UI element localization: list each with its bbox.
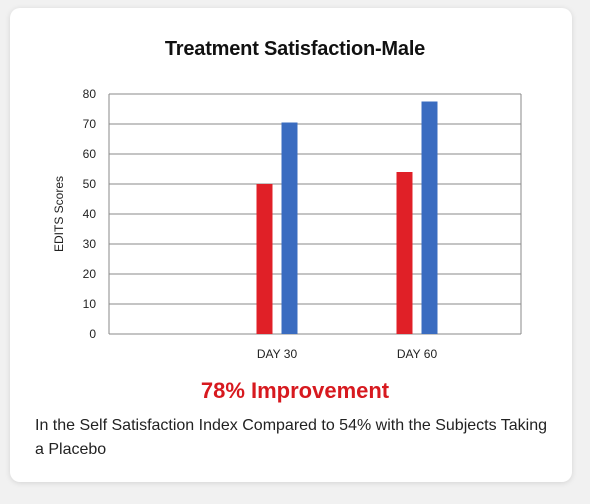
y-tick-label: 80 (83, 87, 97, 101)
y-tick-label: 10 (83, 297, 97, 311)
bar-day-30-series-2 (281, 122, 298, 334)
improvement-headline: 78% Improvement (200, 378, 390, 403)
bar-day-30-series-1 (256, 184, 273, 334)
y-tick-label: 40 (83, 207, 97, 221)
improvement-caption: In the Self Satisfaction Index Compared … (35, 417, 547, 458)
chart-title: Treatment Satisfaction-Male (164, 38, 426, 60)
bar-day-60-series-1 (396, 172, 413, 334)
y-tick-label: 0 (89, 327, 96, 341)
x-tick-label: DAY 60 (397, 347, 438, 361)
y-tick-label: 70 (83, 117, 97, 131)
y-axis-label: EDITS Scores (52, 176, 66, 252)
bar-day-60-series-2 (421, 101, 438, 334)
y-tick-label: 50 (83, 177, 97, 191)
y-tick-label: 60 (83, 147, 97, 161)
x-tick-label: DAY 30 (257, 347, 298, 361)
y-tick-label: 20 (83, 267, 97, 281)
bar-chart: 0 10 20 30 40 50 60 70 80 EDITS Scores DAY 30 DAY 6… (52, 87, 522, 361)
y-tick-label: 30 (83, 237, 97, 251)
